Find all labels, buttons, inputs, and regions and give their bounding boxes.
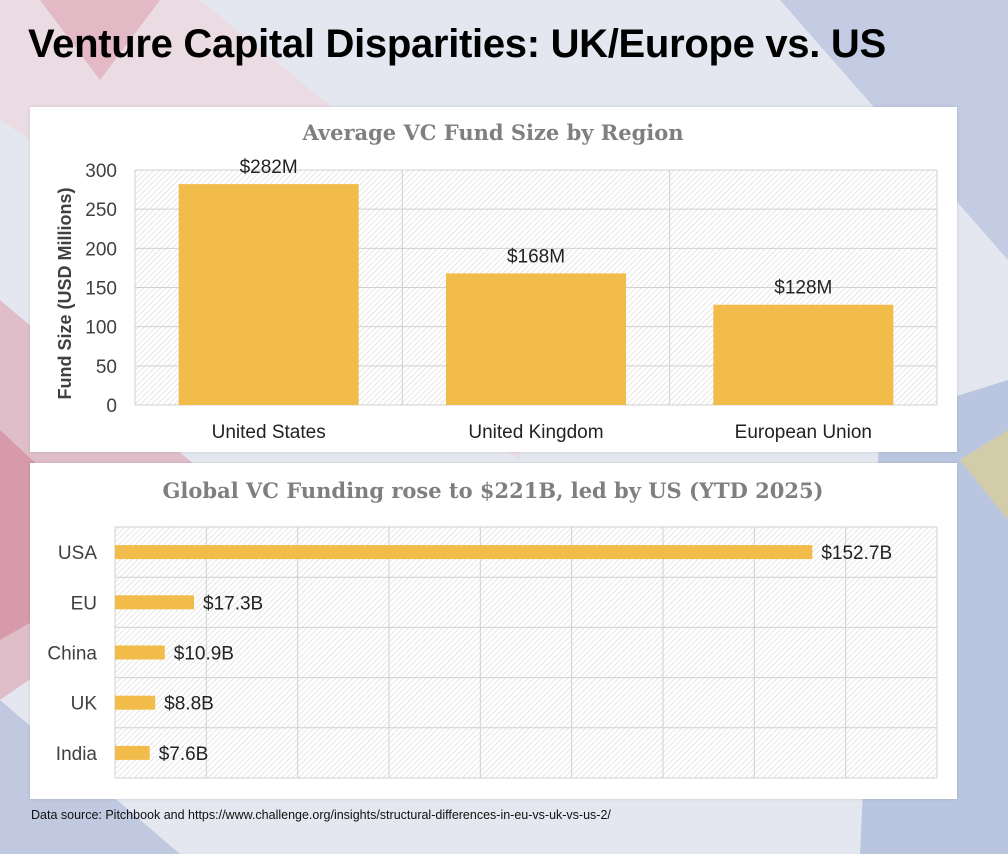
y-tick-label: 50: [96, 357, 117, 378]
y-tick-label: 150: [85, 279, 117, 300]
y-axis-title: Fund Size (USD Millions): [55, 188, 75, 400]
y-category-label: USA: [58, 543, 97, 564]
bar-uk: [115, 695, 156, 710]
data-label: $7.6B: [159, 744, 209, 765]
global-funding-chart: Global VC Funding rose to $221B, led by …: [47, 478, 938, 779]
data-label: $17.3B: [203, 593, 263, 614]
data-label: $168M: [507, 246, 565, 267]
x-category-label: European Union: [735, 422, 872, 443]
bar-eu: [115, 595, 195, 610]
data-label: $8.8B: [164, 694, 214, 715]
y-category-label: EU: [71, 593, 97, 614]
bar-united-states: [178, 184, 359, 405]
page-title: Venture Capital Disparities: UK/Europe v…: [28, 22, 886, 66]
y-category-label: India: [56, 744, 98, 765]
y-tick-label: 200: [85, 239, 117, 260]
bar-india: [115, 745, 150, 760]
data-label: $282M: [240, 157, 298, 178]
data-label: $128M: [774, 278, 832, 299]
fund-size-chart-panel: Average VC Fund Size by Region 0 50 100 150 2…: [30, 107, 957, 452]
y-tick-label: 250: [85, 200, 117, 221]
chart-title: Global VC Funding rose to $221B, led by …: [163, 478, 824, 503]
y-tick-label: 100: [85, 318, 117, 339]
bar-china: [115, 645, 165, 660]
y-tick-label: 0: [106, 396, 117, 417]
plot-area: [115, 527, 937, 778]
y-category-label: UK: [71, 694, 98, 715]
bar-united-kingdom: [446, 273, 626, 405]
y-category-label: China: [47, 644, 97, 665]
bar-usa: [115, 545, 813, 560]
source-note: Data source: Pitchbook and https://www.c…: [31, 808, 611, 822]
x-category-label: United Kingdom: [468, 422, 603, 443]
data-label: $10.9B: [174, 644, 234, 665]
bar-european-union: [713, 304, 894, 405]
global-funding-chart-panel: Global VC Funding rose to $221B, led by …: [30, 463, 957, 799]
x-category-label: United States: [212, 422, 326, 443]
fund-size-chart: Average VC Fund Size by Region 0 50 100 150 2…: [55, 120, 938, 443]
y-tick-label: 300: [85, 161, 117, 182]
chart-title: Average VC Fund Size by Region: [301, 120, 683, 145]
data-label: $152.7B: [821, 543, 892, 564]
